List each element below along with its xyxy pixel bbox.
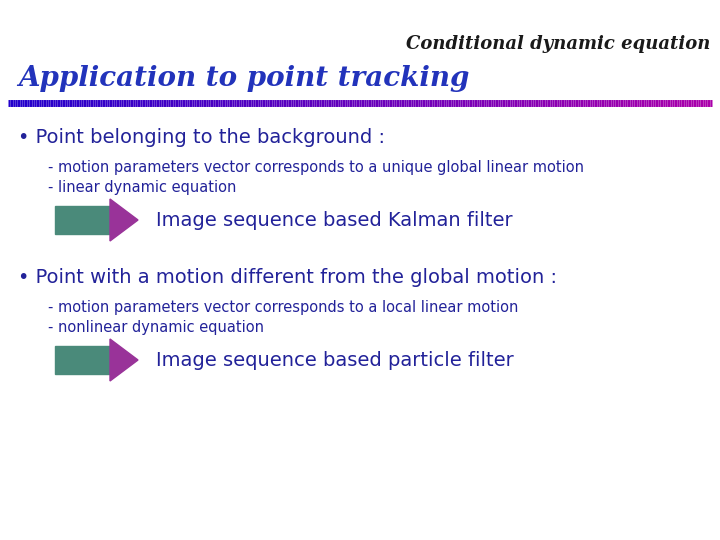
Text: Image sequence based particle filter: Image sequence based particle filter <box>156 350 514 369</box>
Polygon shape <box>110 339 138 381</box>
Text: - motion parameters vector corresponds to a unique global linear motion: - motion parameters vector corresponds t… <box>48 160 584 175</box>
Bar <box>55 346 110 374</box>
Text: Application to point tracking: Application to point tracking <box>18 65 469 92</box>
Text: • Point with a motion different from the global motion :: • Point with a motion different from the… <box>18 268 557 287</box>
Text: - motion parameters vector corresponds to a local linear motion: - motion parameters vector corresponds t… <box>48 300 518 315</box>
Text: Conditional dynamic equation: Conditional dynamic equation <box>405 35 710 53</box>
Polygon shape <box>110 199 138 241</box>
Bar <box>55 206 110 234</box>
Text: - linear dynamic equation: - linear dynamic equation <box>48 180 236 195</box>
Text: • Point belonging to the background :: • Point belonging to the background : <box>18 128 385 147</box>
Text: - nonlinear dynamic equation: - nonlinear dynamic equation <box>48 320 264 335</box>
Text: Image sequence based Kalman filter: Image sequence based Kalman filter <box>156 211 513 229</box>
